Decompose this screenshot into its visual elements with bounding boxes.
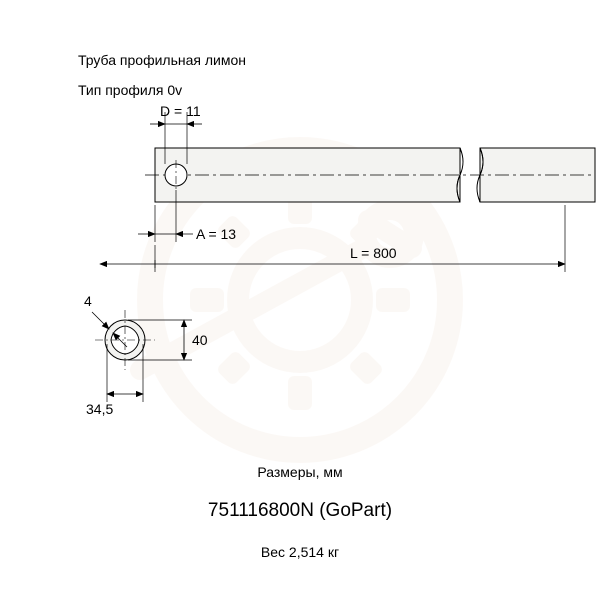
dim-height-label: 40 xyxy=(192,332,208,348)
dimension-l: L = 800 xyxy=(100,205,565,272)
tube-side-view xyxy=(145,147,595,203)
weight-label: Вес 2,514 кг xyxy=(261,544,339,560)
dim-wall-label: 4 xyxy=(84,293,92,309)
dim-d-label: D = 11 xyxy=(160,103,201,119)
dim-width-label: 34,5 xyxy=(86,401,113,417)
part-number: 751116800N (GoPart) xyxy=(208,500,392,522)
dim-a-label: A = 13 xyxy=(196,226,236,242)
sizes-label: Размеры, мм xyxy=(257,464,342,480)
dim-l-label: L = 800 xyxy=(350,245,397,261)
profile-cross-section xyxy=(95,310,155,370)
